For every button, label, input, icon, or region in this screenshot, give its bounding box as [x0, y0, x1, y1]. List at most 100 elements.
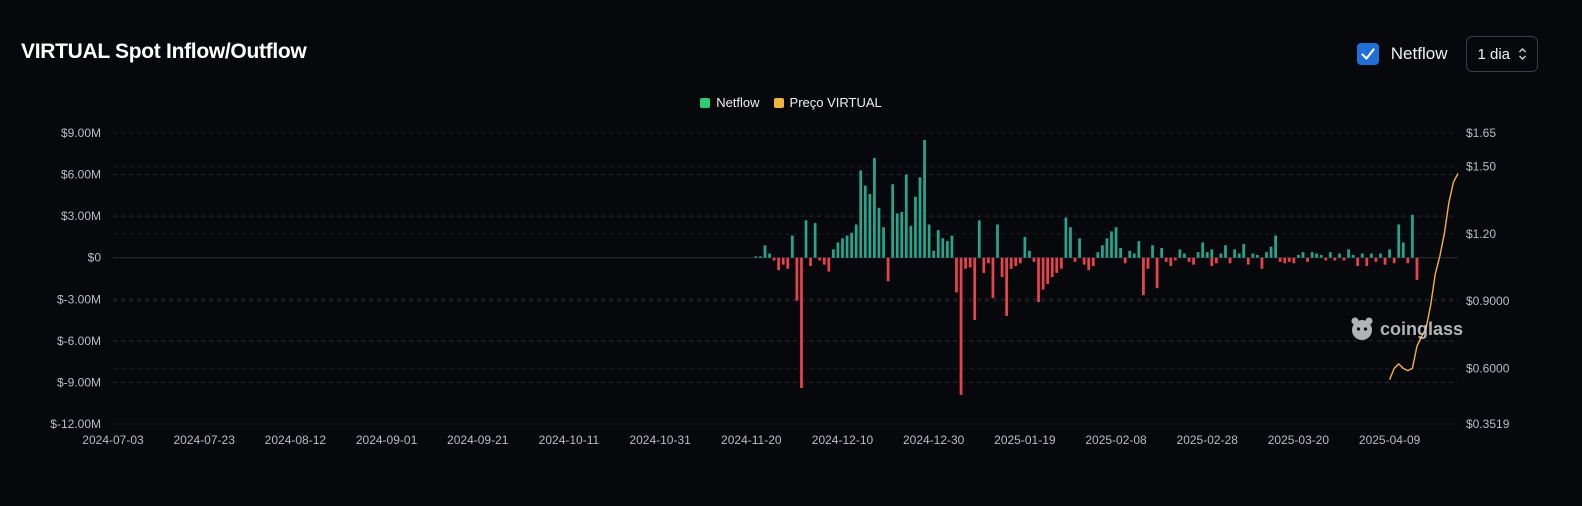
netflow-bar[interactable]	[1214, 257, 1218, 264]
netflow-bar[interactable]	[891, 184, 895, 258]
netflow-bar[interactable]	[1173, 257, 1177, 261]
netflow-bar[interactable]	[759, 256, 762, 258]
legend-item-price[interactable]: Preço VIRTUAL	[773, 95, 882, 110]
netflow-bar[interactable]	[1078, 238, 1081, 258]
netflow-bar[interactable]	[959, 257, 963, 395]
netflow-bar[interactable]	[1228, 257, 1232, 264]
netflow-bar[interactable]	[1146, 257, 1150, 269]
netflow-bar[interactable]	[1315, 253, 1319, 258]
legend-item-netflow[interactable]: Netflow	[700, 95, 760, 110]
netflow-bar[interactable]	[1137, 241, 1141, 258]
netflow-bar[interactable]	[1055, 257, 1059, 273]
netflow-bar[interactable]	[1310, 252, 1314, 258]
netflow-bar[interactable]	[1324, 257, 1328, 261]
netflow-bar[interactable]	[1319, 254, 1323, 258]
netflow-bar[interactable]	[1242, 243, 1246, 258]
netflow-bar[interactable]	[1087, 257, 1091, 271]
netflow-bar[interactable]	[964, 257, 967, 269]
netflow-bar[interactable]	[991, 257, 995, 298]
netflow-bar[interactable]	[1392, 257, 1396, 264]
netflow-bar[interactable]	[996, 224, 999, 258]
netflow-bar[interactable]	[909, 225, 913, 258]
netflow-bar[interactable]	[836, 242, 840, 258]
netflow-bar[interactable]	[895, 213, 899, 258]
netflow-bar[interactable]	[968, 257, 972, 268]
netflow-bar[interactable]	[1260, 257, 1264, 269]
netflow-bar[interactable]	[1283, 257, 1287, 264]
netflow-bar[interactable]	[1379, 253, 1382, 258]
netflow-bar[interactable]	[1351, 254, 1355, 258]
netflow-bar[interactable]	[850, 232, 853, 258]
netflow-bar[interactable]	[868, 193, 872, 258]
netflow-bar[interactable]	[772, 257, 776, 261]
netflow-bar[interactable]	[1059, 257, 1063, 269]
netflow-bar[interactable]	[1014, 257, 1018, 267]
netflow-bar[interactable]	[1155, 257, 1159, 289]
netflow-bar[interactable]	[950, 235, 954, 258]
netflow-bar[interactable]	[1023, 236, 1027, 258]
netflow-bar[interactable]	[822, 257, 826, 265]
netflow-bar[interactable]	[768, 253, 771, 258]
netflow-bar[interactable]	[1233, 249, 1236, 258]
netflow-bar[interactable]	[1028, 250, 1031, 258]
netflow-bar[interactable]	[877, 207, 881, 258]
netflow-bar[interactable]	[1210, 257, 1214, 267]
netflow-bar[interactable]	[1356, 257, 1360, 267]
netflow-bar[interactable]	[927, 224, 931, 258]
netflow-bar[interactable]	[900, 211, 904, 258]
netflow-bar[interactable]	[886, 257, 890, 282]
netflow-bar[interactable]	[1370, 253, 1373, 258]
netflow-bar[interactable]	[945, 241, 949, 258]
netflow-bar[interactable]	[1164, 257, 1168, 262]
netflow-bar[interactable]	[1096, 252, 1100, 258]
netflow-bar[interactable]	[977, 220, 981, 258]
netflow-bar[interactable]	[1297, 254, 1300, 258]
netflow-bar[interactable]	[786, 257, 790, 269]
netflow-bar[interactable]	[1196, 252, 1200, 258]
netflow-bar[interactable]	[904, 174, 908, 258]
netflow-bar[interactable]	[754, 256, 758, 258]
netflow-bar[interactable]	[1000, 257, 1004, 278]
netflow-bar[interactable]	[932, 250, 936, 258]
netflow-bar[interactable]	[1265, 252, 1268, 258]
netflow-bar[interactable]	[1246, 257, 1250, 265]
netflow-toggle-label[interactable]: Netflow	[1390, 44, 1448, 63]
netflow-bar[interactable]	[1050, 257, 1054, 278]
netflow-bar[interactable]	[1110, 231, 1113, 258]
netflow-bar[interactable]	[982, 257, 986, 273]
netflow-bar[interactable]	[813, 223, 817, 258]
netflow-bar[interactable]	[1009, 257, 1013, 269]
netflow-bar[interactable]	[1269, 246, 1273, 258]
netflow-bar[interactable]	[1301, 252, 1305, 258]
netflow-bar[interactable]	[1082, 257, 1086, 265]
netflow-bar[interactable]	[1069, 227, 1072, 258]
netflow-bar[interactable]	[1160, 248, 1164, 258]
netflow-bar[interactable]	[882, 227, 885, 258]
netflow-bar[interactable]	[1328, 252, 1332, 258]
netflow-bar[interactable]	[1201, 242, 1205, 258]
netflow-bar[interactable]	[1114, 227, 1118, 258]
netflow-bar[interactable]	[1187, 257, 1191, 262]
netflow-bar[interactable]	[1388, 249, 1391, 258]
netflow-bar[interactable]	[1041, 257, 1045, 290]
netflow-bar[interactable]	[1005, 257, 1008, 316]
netflow-bar[interactable]	[1073, 257, 1077, 262]
netflow-bar[interactable]	[1251, 253, 1255, 258]
netflow-bar[interactable]	[809, 257, 812, 267]
netflow-bar[interactable]	[1219, 253, 1223, 258]
netflow-bar[interactable]	[1237, 253, 1241, 258]
netflow-bar[interactable]	[781, 257, 785, 265]
netflow-bar[interactable]	[1287, 257, 1291, 262]
netflow-bar[interactable]	[873, 157, 876, 258]
netflow-bar[interactable]	[987, 257, 990, 264]
netflow-bar[interactable]	[863, 185, 867, 258]
netflow-bar[interactable]	[1123, 257, 1127, 264]
netflow-bar[interactable]	[1347, 249, 1350, 258]
netflow-bar[interactable]	[1142, 257, 1145, 296]
netflow-bar[interactable]	[918, 177, 922, 258]
netflow-bar[interactable]	[1018, 257, 1022, 264]
netflow-bar[interactable]	[1360, 253, 1364, 258]
netflow-bar[interactable]	[1178, 249, 1182, 258]
netflow-bar[interactable]	[1192, 257, 1195, 265]
netflow-bar[interactable]	[1401, 242, 1405, 258]
